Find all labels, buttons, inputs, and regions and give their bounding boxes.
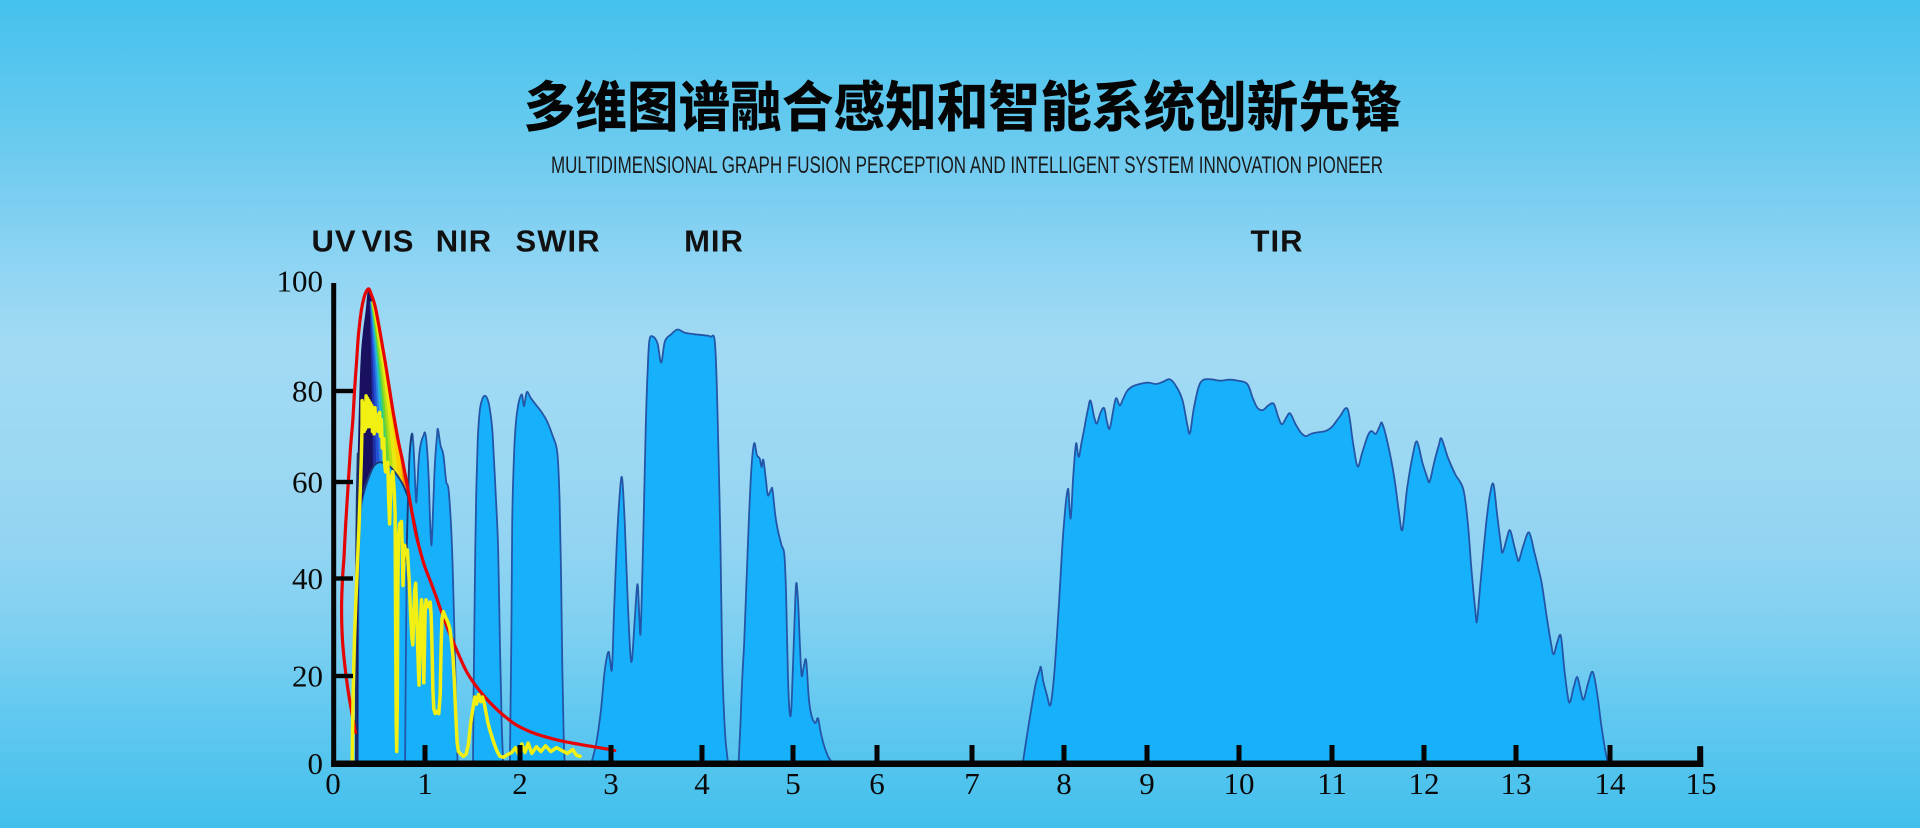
svg-text:15: 15 — [1686, 766, 1717, 801]
svg-text:MULTIDIMENSIONAL GRAPH FUSION: MULTIDIMENSIONAL GRAPH FUSION PERCEPTION… — [551, 152, 1383, 179]
svg-text:6: 6 — [869, 766, 885, 801]
svg-text:VIS: VIS — [362, 224, 415, 259]
svg-text:0: 0 — [308, 746, 324, 781]
svg-text:8: 8 — [1056, 766, 1072, 801]
svg-text:2: 2 — [512, 766, 528, 801]
svg-text:13: 13 — [1501, 766, 1532, 801]
svg-text:10: 10 — [1224, 766, 1255, 801]
svg-text:11: 11 — [1317, 766, 1347, 801]
svg-text:MIR: MIR — [684, 224, 744, 259]
svg-text:100: 100 — [277, 264, 324, 299]
svg-text:7: 7 — [964, 766, 980, 801]
svg-text:0: 0 — [325, 766, 341, 801]
svg-text:4: 4 — [694, 766, 710, 801]
svg-text:40: 40 — [292, 561, 323, 596]
svg-text:NIR: NIR — [436, 224, 492, 259]
svg-text:5: 5 — [785, 766, 801, 801]
svg-text:9: 9 — [1139, 766, 1155, 801]
svg-text:20: 20 — [292, 659, 323, 694]
svg-text:TIR: TIR — [1251, 224, 1304, 259]
svg-text:1: 1 — [417, 766, 433, 801]
svg-text:SWIR: SWIR — [516, 224, 601, 259]
svg-text:14: 14 — [1595, 766, 1627, 801]
svg-text:80: 80 — [292, 374, 323, 409]
svg-text:60: 60 — [292, 465, 323, 500]
svg-text:UV: UV — [311, 224, 356, 259]
svg-text:12: 12 — [1409, 766, 1440, 801]
svg-text:3: 3 — [603, 766, 619, 801]
